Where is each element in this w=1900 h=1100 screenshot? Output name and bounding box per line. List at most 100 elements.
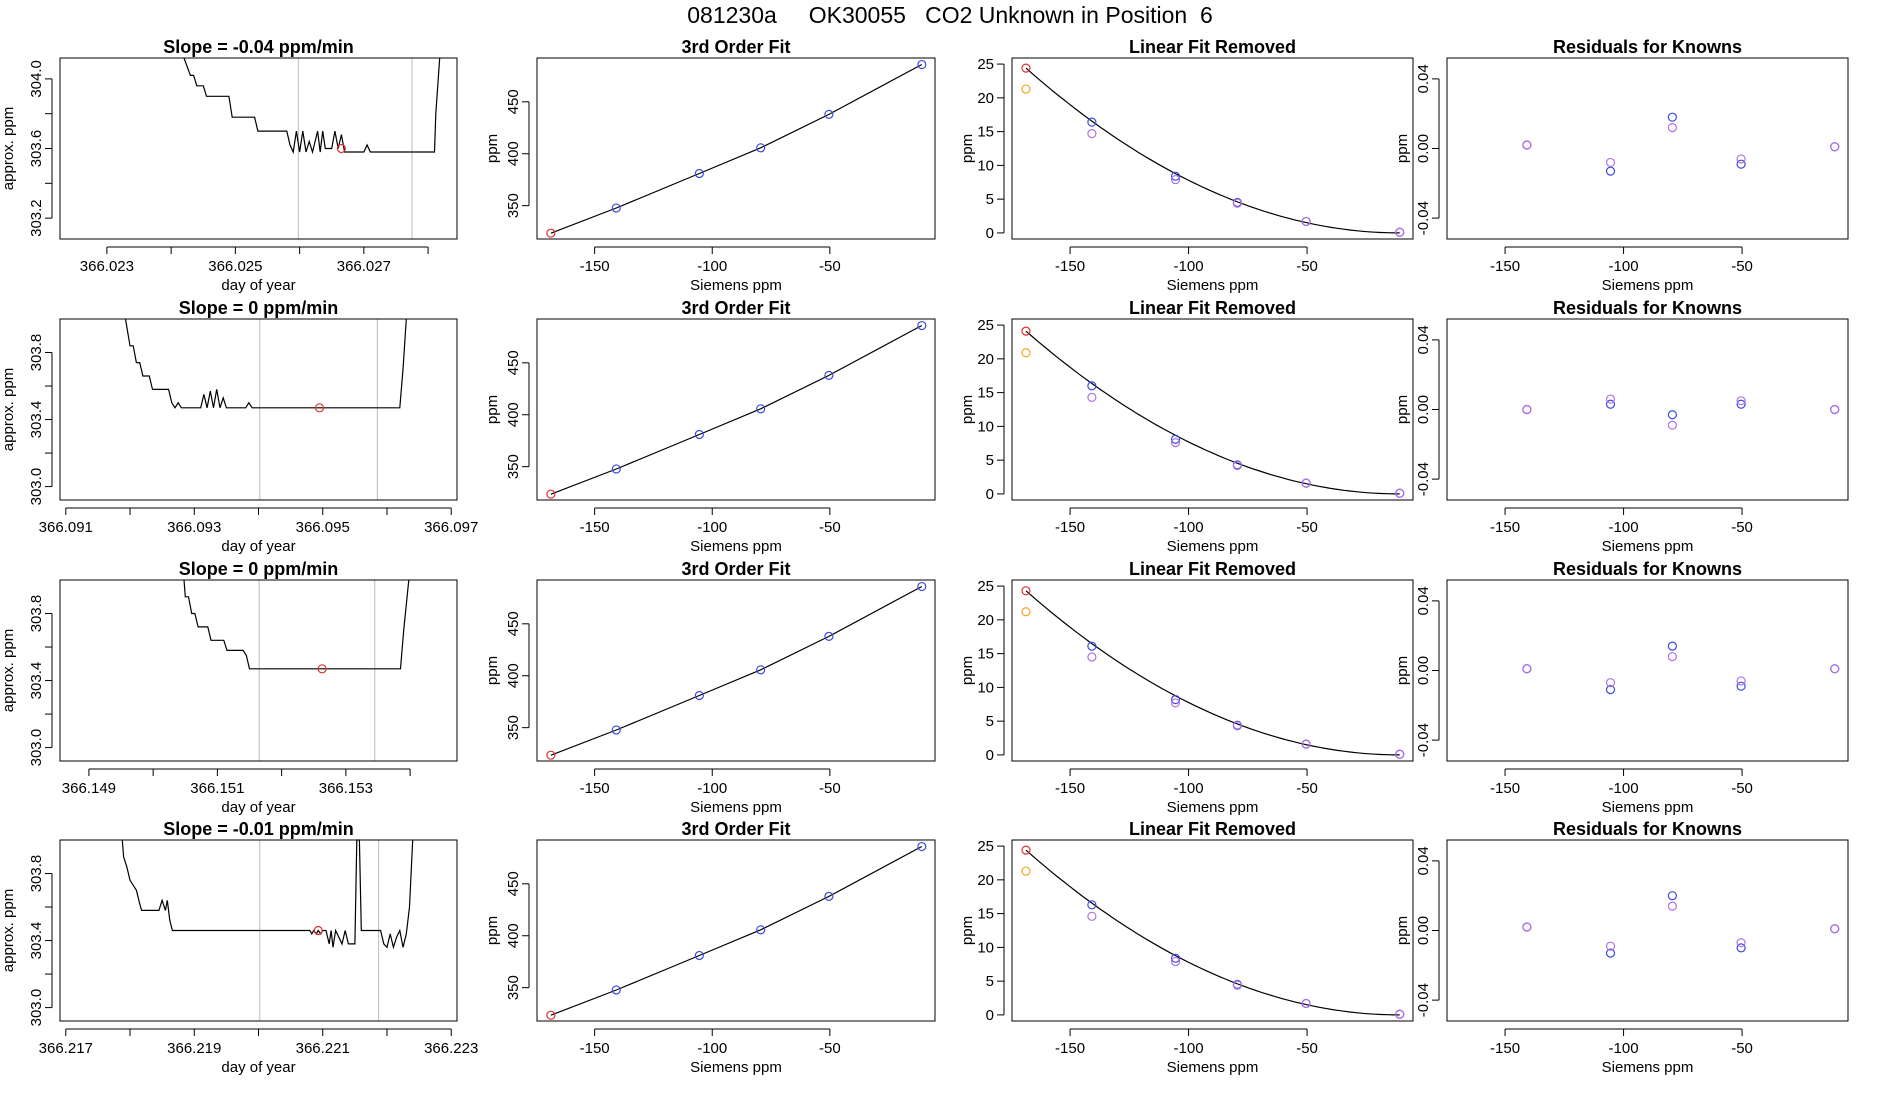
y-tick-label: 0: [986, 1007, 994, 1024]
fit-curve-line: [1025, 590, 1400, 756]
panel-scatter-chart: Linear Fit Removed -150 -100 -50 Siemens ppm…: [959, 298, 1414, 555]
data-point-purple: [1395, 227, 1405, 237]
fit-curve-line: [1025, 67, 1400, 234]
y-axis-label: approx. ppm: [0, 107, 17, 190]
data-point-purple: [1736, 676, 1746, 686]
y-tick-label: 0.04: [1415, 586, 1432, 615]
data-point-blue: [611, 725, 621, 735]
data-point-red: [546, 750, 556, 760]
y-tick-label: 450: [505, 89, 522, 114]
plot-frame: [1011, 318, 1414, 501]
panel-scatter-chart: 3rd Order Fit -150 -100 -50 Siemens ppm 350 40…: [484, 559, 936, 816]
data-point-purple: [1301, 739, 1311, 749]
x-tick-label: -100: [697, 780, 727, 797]
x-tick-label: -100: [1609, 258, 1639, 275]
plot-frame: [536, 579, 936, 762]
page-title: 081230a OK30055 CO2 Unknown in Position …: [687, 2, 1213, 28]
data-trace-line: [183, 57, 441, 155]
y-tick-label: 350: [505, 975, 522, 1000]
data-point-purple: [1736, 938, 1746, 948]
chart-title: Residuals for Knowns: [1553, 559, 1742, 579]
data-point-blue: [824, 370, 834, 380]
data-point-blue: [1667, 641, 1677, 651]
data-point-red: [1021, 326, 1031, 336]
data-point-purple: [1232, 460, 1242, 471]
y-tick-label: 15: [977, 124, 994, 141]
y-tick-label: -0.04: [1415, 462, 1432, 496]
chart-title: Residuals for Knowns: [1553, 298, 1742, 318]
data-point-blue: [694, 168, 704, 179]
data-point-red: [1021, 586, 1031, 596]
data-point-orange: [1021, 607, 1031, 617]
x-axis-label: Siemens ppm: [1167, 799, 1259, 816]
fit-curve-line: [1025, 330, 1400, 495]
data-point-purple: [1170, 437, 1181, 448]
chart-title: Residuals for Knowns: [1553, 37, 1742, 57]
data-point-purple: [1301, 478, 1311, 488]
y-tick-label: 20: [977, 351, 994, 368]
y-tick-label: 303.4: [28, 922, 45, 960]
x-tick-label: -100: [1174, 519, 1204, 536]
y-tick-label: 10: [977, 939, 994, 956]
x-tick-label: -50: [1731, 519, 1753, 536]
data-trace-line: [121, 839, 414, 950]
chart-title: Slope = -0.01 ppm/min: [163, 819, 354, 839]
data-point-blue: [917, 841, 927, 852]
x-axis-label: Siemens ppm: [690, 1059, 782, 1076]
y-axis-label: ppm: [1394, 916, 1411, 945]
x-tick-label: -150: [1055, 1040, 1085, 1057]
x-axis-label: day of year: [221, 1059, 295, 1076]
x-tick-label: -50: [819, 258, 841, 275]
x-axis-label: Siemens ppm: [1602, 1059, 1694, 1076]
plot-frame: [1011, 57, 1414, 240]
data-point-blue: [1170, 171, 1181, 181]
data-point-blue: [756, 925, 766, 935]
x-axis-label: Siemens ppm: [1167, 1059, 1259, 1076]
data-point-purple: [1170, 698, 1181, 708]
data-point-orange: [1021, 84, 1031, 94]
x-tick-label: 366.153: [319, 780, 373, 797]
y-axis-label: ppm: [959, 916, 976, 945]
y-tick-label: 450: [505, 871, 522, 896]
data-trace-line: [183, 579, 410, 670]
x-axis-label: Siemens ppm: [1602, 538, 1694, 555]
panel-scatter-chart: Linear Fit Removed -150 -100 -50 Siemens ppm…: [959, 559, 1414, 816]
x-axis-label: Siemens ppm: [1167, 538, 1259, 555]
y-tick-label: 5: [986, 191, 994, 208]
y-tick-label: 303.0: [28, 989, 45, 1027]
x-tick-label: -150: [580, 258, 610, 275]
plot-frame: [59, 579, 458, 762]
data-point-blue: [1736, 399, 1746, 409]
x-axis-label: day of year: [221, 538, 295, 555]
chart-title: 3rd Order Fit: [681, 37, 790, 57]
data-point-red: [546, 228, 556, 238]
y-axis-label: approx. ppm: [0, 368, 17, 451]
x-tick-label: 366.219: [167, 1040, 221, 1057]
x-tick-label: -100: [1609, 519, 1639, 536]
plot-frame: [536, 318, 936, 501]
panel-scatter-chart: 3rd Order Fit -150 -100 -50 Siemens ppm 350 40…: [484, 37, 936, 294]
y-tick-label: -0.04: [1415, 983, 1432, 1017]
y-tick-label: 400: [505, 663, 522, 688]
plot-frame: [1011, 839, 1414, 1022]
data-point-red: [1021, 845, 1031, 855]
plot-frame: [59, 839, 458, 1022]
y-tick-label: -0.04: [1415, 201, 1432, 235]
y-axis-label: ppm: [484, 134, 501, 163]
y-tick-label: 303.0: [28, 729, 45, 767]
y-tick-label: 303.0: [28, 468, 45, 506]
x-tick-label: -150: [1055, 519, 1085, 536]
data-point-orange: [1021, 348, 1031, 358]
chart-title: Residuals for Knowns: [1553, 819, 1742, 839]
data-point-purple: [1605, 678, 1616, 688]
y-tick-label: 25: [977, 578, 994, 595]
panel-scatter-chart: Linear Fit Removed -150 -100 -50 Siemens ppm…: [959, 819, 1414, 1076]
data-point-blue: [1667, 410, 1677, 420]
data-point-purple: [1395, 488, 1405, 498]
panel-scatter-chart: Residuals for Knowns -150 -100 -50 Siemens p…: [1394, 819, 1849, 1076]
panel-scatter-chart: Residuals for Knowns -150 -100 -50 Siemens p…: [1394, 298, 1849, 555]
data-point-purple: [1395, 749, 1405, 759]
data-point-purple: [1667, 123, 1677, 133]
fit-curve-line: [550, 845, 923, 1016]
